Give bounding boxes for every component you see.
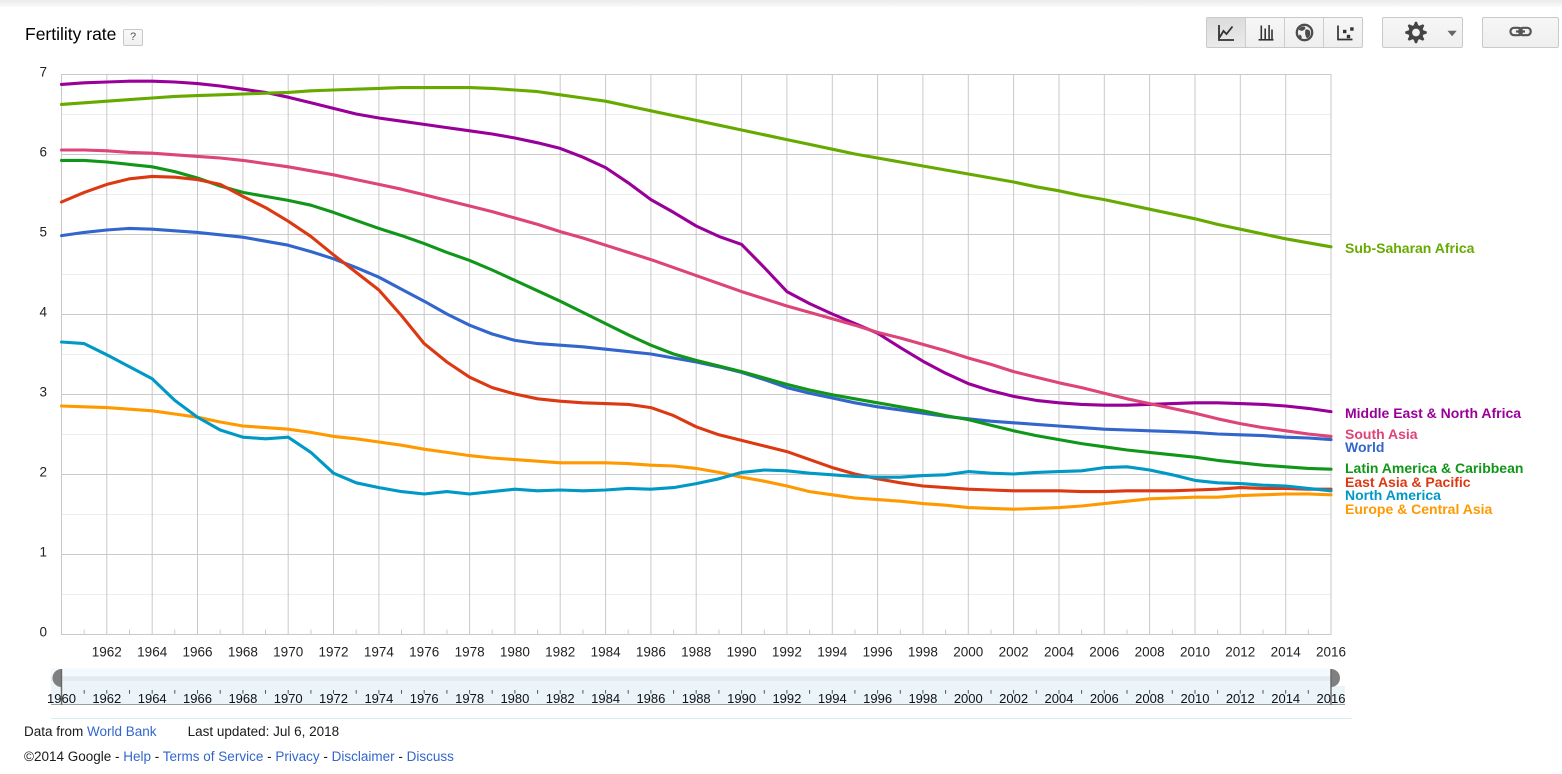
svg-text:1970: 1970 xyxy=(273,645,303,660)
svg-text:1998: 1998 xyxy=(908,645,938,660)
svg-text:1970: 1970 xyxy=(274,691,303,706)
svg-text:2006: 2006 xyxy=(1089,645,1119,660)
svg-text:1996: 1996 xyxy=(863,691,892,706)
svg-text:1962: 1962 xyxy=(92,645,122,660)
svg-text:2000: 2000 xyxy=(954,691,983,706)
svg-text:4: 4 xyxy=(39,305,47,320)
svg-text:1986: 1986 xyxy=(636,645,666,660)
svg-text:1966: 1966 xyxy=(182,645,212,660)
svg-text:2000: 2000 xyxy=(953,645,983,660)
svg-text:1998: 1998 xyxy=(908,691,937,706)
svg-text:2012: 2012 xyxy=(1225,645,1255,660)
svg-text:3: 3 xyxy=(39,385,47,400)
svg-text:1972: 1972 xyxy=(319,691,348,706)
svg-text:1988: 1988 xyxy=(681,645,711,660)
svg-text:2014: 2014 xyxy=(1271,691,1300,706)
svg-text:1976: 1976 xyxy=(410,691,439,706)
svg-text:1992: 1992 xyxy=(772,645,802,660)
svg-text:1966: 1966 xyxy=(183,691,212,706)
svg-text:1962: 1962 xyxy=(92,691,121,706)
svg-text:2006: 2006 xyxy=(1090,691,1119,706)
svg-text:2010: 2010 xyxy=(1180,645,1210,660)
svg-text:2002: 2002 xyxy=(999,645,1029,660)
svg-text:1996: 1996 xyxy=(863,645,893,660)
svg-text:1978: 1978 xyxy=(455,645,485,660)
svg-text:1968: 1968 xyxy=(228,691,257,706)
svg-text:1980: 1980 xyxy=(500,645,530,660)
svg-text:1968: 1968 xyxy=(228,645,258,660)
svg-text:1978: 1978 xyxy=(455,691,484,706)
svg-text:6: 6 xyxy=(39,145,47,160)
svg-text:1994: 1994 xyxy=(818,691,847,706)
svg-text:0: 0 xyxy=(39,625,47,640)
svg-text:1974: 1974 xyxy=(364,645,395,660)
svg-text:2008: 2008 xyxy=(1135,691,1164,706)
svg-text:2004: 2004 xyxy=(1045,691,1074,706)
svg-text:1: 1 xyxy=(39,545,47,560)
svg-text:1988: 1988 xyxy=(682,691,711,706)
svg-text:2008: 2008 xyxy=(1135,645,1165,660)
svg-text:1964: 1964 xyxy=(137,645,168,660)
svg-text:1964: 1964 xyxy=(138,691,167,706)
svg-text:2002: 2002 xyxy=(999,691,1028,706)
svg-text:1990: 1990 xyxy=(727,645,757,660)
svg-text:1974: 1974 xyxy=(364,691,393,706)
svg-text:1982: 1982 xyxy=(546,691,575,706)
svg-text:1984: 1984 xyxy=(591,645,622,660)
svg-text:2012: 2012 xyxy=(1226,691,1255,706)
svg-text:5: 5 xyxy=(39,225,47,240)
svg-text:2014: 2014 xyxy=(1271,645,1302,660)
svg-text:2016: 2016 xyxy=(1316,645,1346,660)
svg-text:1984: 1984 xyxy=(591,691,620,706)
svg-text:1990: 1990 xyxy=(727,691,756,706)
svg-text:2: 2 xyxy=(39,465,47,480)
svg-text:1972: 1972 xyxy=(318,645,348,660)
svg-text:1992: 1992 xyxy=(772,691,801,706)
svg-text:1982: 1982 xyxy=(545,645,575,660)
svg-text:7: 7 xyxy=(39,65,47,80)
svg-text:1980: 1980 xyxy=(500,691,529,706)
svg-text:2010: 2010 xyxy=(1181,691,1210,706)
svg-text:1976: 1976 xyxy=(409,645,439,660)
svg-text:2004: 2004 xyxy=(1044,645,1075,660)
svg-text:1994: 1994 xyxy=(817,645,848,660)
svg-text:1986: 1986 xyxy=(636,691,665,706)
